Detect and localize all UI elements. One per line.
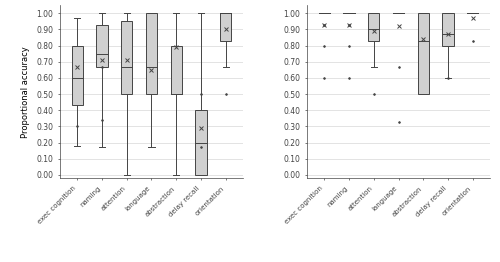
- Bar: [368, 13, 380, 41]
- Bar: [418, 13, 429, 94]
- Bar: [170, 46, 182, 94]
- Bar: [442, 13, 454, 46]
- Bar: [146, 13, 157, 94]
- Bar: [72, 46, 83, 105]
- Bar: [196, 110, 206, 175]
- Y-axis label: Proportional accuracy: Proportional accuracy: [22, 46, 30, 138]
- Bar: [220, 13, 231, 41]
- Bar: [121, 21, 132, 94]
- Bar: [96, 25, 108, 67]
